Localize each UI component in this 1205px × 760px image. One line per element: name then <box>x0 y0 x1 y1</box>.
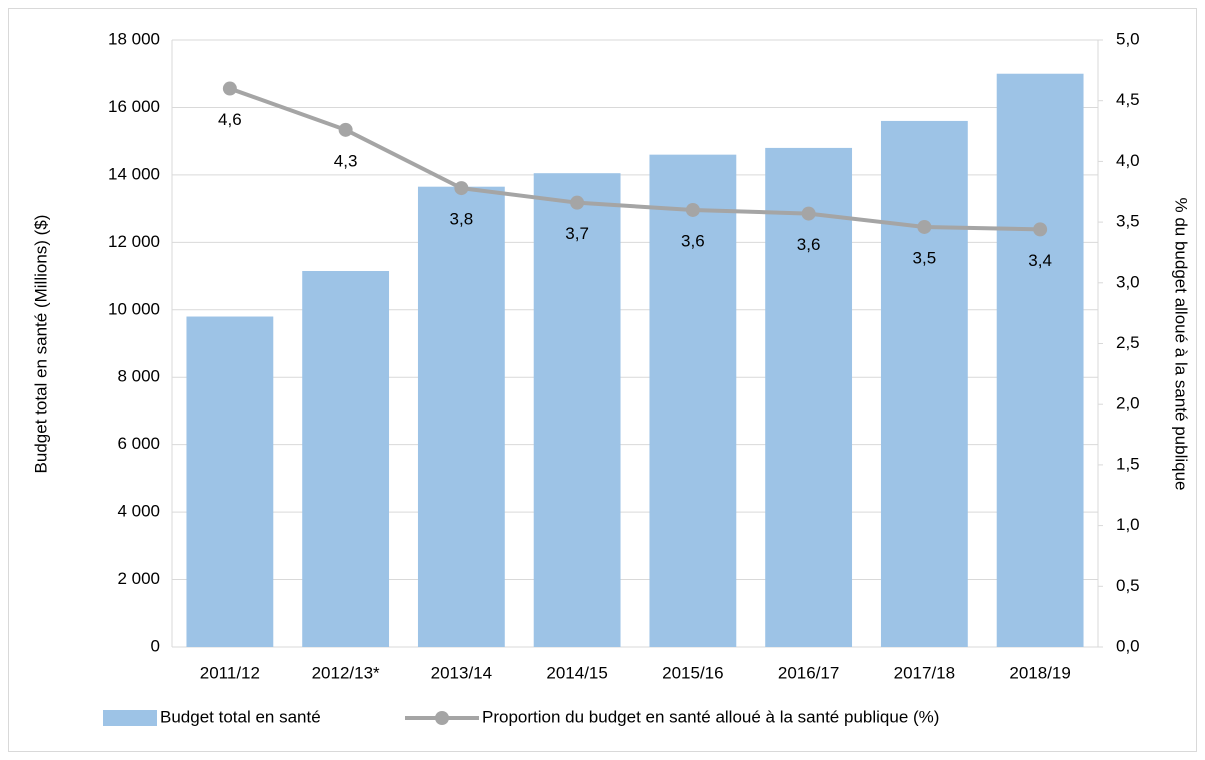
y2-tick-label: 0,5 <box>1116 576 1140 595</box>
data-label: 3,6 <box>797 235 821 254</box>
bar <box>880 120 968 647</box>
y2-tick-label: 1,5 <box>1116 454 1140 473</box>
y-tick-label: 10 000 <box>108 299 160 318</box>
data-label: 3,7 <box>565 224 589 243</box>
line-point <box>801 206 816 221</box>
data-label: 3,6 <box>681 231 705 250</box>
legend-label: Budget total en santé <box>160 707 321 726</box>
line-point <box>570 195 585 210</box>
y2-axis-label: % du budget alloué à la santé publique <box>1172 197 1191 490</box>
line-point <box>338 122 353 137</box>
y2-tick-label: 5,0 <box>1116 29 1140 48</box>
y2-tick-label: 4,0 <box>1116 151 1140 170</box>
x-tick-label: 2014/15 <box>546 663 607 682</box>
y-tick-label: 2 000 <box>117 569 160 588</box>
y-tick-label: 8 000 <box>117 367 160 386</box>
y-tick-label: 16 000 <box>108 97 160 116</box>
data-label: 3,5 <box>913 248 937 267</box>
y-axis-label: Budget total en santé (Millions) ($) <box>31 215 50 474</box>
data-label: 3,4 <box>1028 251 1052 270</box>
y2-tick-label: 2,5 <box>1116 333 1140 352</box>
data-label: 3,8 <box>450 210 474 229</box>
x-tick-label: 2018/19 <box>1009 663 1070 682</box>
line-point <box>222 81 237 96</box>
bar <box>996 73 1084 647</box>
line-point <box>454 181 469 196</box>
data-label: 4,3 <box>334 151 358 170</box>
y-tick-label: 6 000 <box>117 434 160 453</box>
bar <box>417 186 505 648</box>
x-tick-label: 2012/13* <box>312 663 380 682</box>
y-tick-label: 14 000 <box>108 164 160 183</box>
line-point <box>1033 222 1048 237</box>
data-label: 4,6 <box>218 110 242 129</box>
line-point <box>917 219 932 234</box>
line-point <box>685 202 700 217</box>
y2-tick-label: 3,5 <box>1116 212 1140 231</box>
bar <box>765 147 853 647</box>
bar <box>533 173 621 648</box>
y2-tick-label: 3,0 <box>1116 272 1140 291</box>
y-tick-label: 12 000 <box>108 232 160 251</box>
legend-swatch <box>435 711 449 725</box>
chart-border <box>8 8 1197 752</box>
line <box>229 86 1041 232</box>
y2-tick-label: 2,0 <box>1116 394 1140 413</box>
y2-tick-label: 4,5 <box>1116 90 1140 109</box>
y-tick-label: 0 <box>151 636 160 655</box>
x-tick-label: 2016/17 <box>778 663 839 682</box>
x-tick-label: 2011/12 <box>200 663 260 682</box>
x-tick-label: 2013/14 <box>431 663 492 682</box>
bar <box>186 316 274 647</box>
y2-tick-label: 1,0 <box>1116 515 1140 534</box>
y-tick-label: 4 000 <box>117 502 160 521</box>
bar <box>649 154 737 647</box>
y2-tick-label: 0,0 <box>1116 636 1140 655</box>
bar <box>302 270 390 647</box>
y-tick-label: 18 000 <box>108 29 160 48</box>
x-tick-label: 2015/16 <box>662 663 723 682</box>
x-tick-label: 2017/18 <box>894 663 955 682</box>
legend-swatch <box>103 710 157 726</box>
legend-label: Proportion du budget en santé alloué à l… <box>482 707 939 726</box>
